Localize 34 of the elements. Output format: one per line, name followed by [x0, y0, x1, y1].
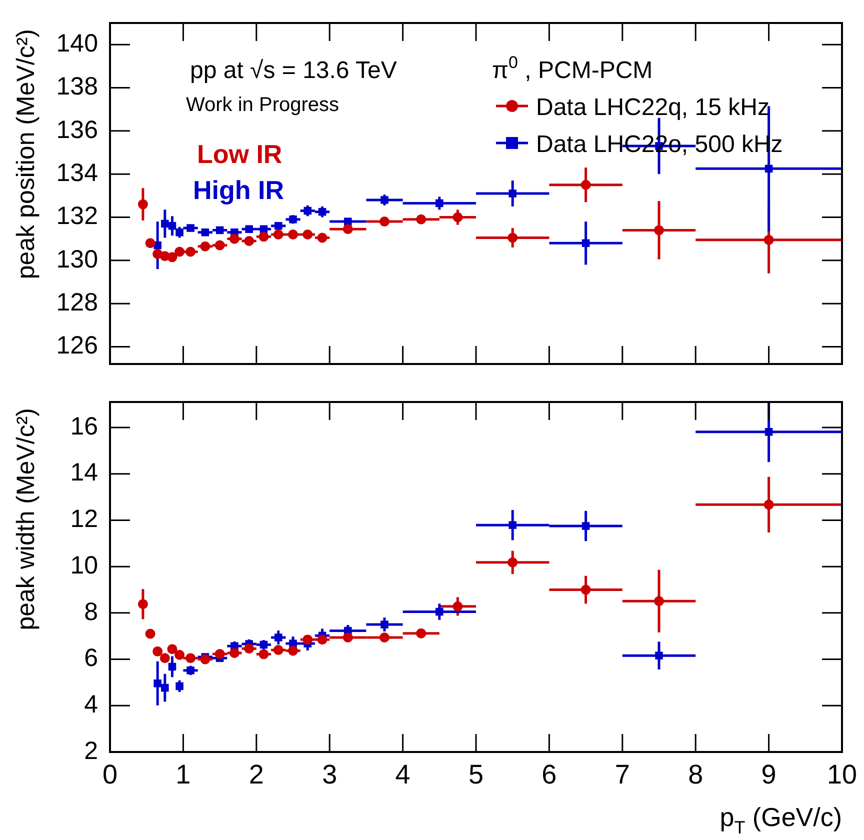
annotation: pp at √s = 13.6 TeV — [190, 57, 397, 84]
y-tick-label: 4 — [84, 690, 98, 719]
x-tick-label: 2 — [248, 760, 264, 790]
y-tick-label: 130 — [56, 245, 98, 274]
annotation: Work in Progress — [186, 94, 340, 116]
x-tick-label: 0 — [102, 760, 118, 790]
x-tick-label: 1 — [176, 760, 191, 790]
y-tick-label: 132 — [56, 202, 98, 230]
y-axis-title: peak width (MeV/c²) — [12, 408, 40, 630]
x-tick-label: 7 — [614, 760, 630, 790]
y-tick-label: 14 — [70, 458, 98, 487]
y-tick-label: 126 — [56, 332, 98, 360]
y-tick-label: 10 — [70, 551, 98, 580]
y-tick-label: 128 — [56, 288, 98, 316]
y-tick-label: 8 — [84, 598, 98, 626]
y-tick-label: 134 — [56, 158, 98, 187]
x-tick-label: 9 — [761, 760, 776, 790]
x-tick-label: 4 — [395, 760, 410, 790]
y-tick-label: 136 — [56, 116, 98, 144]
y-tick-label: 140 — [56, 29, 98, 58]
y-tick-label: 138 — [56, 72, 98, 101]
legend-label: Data LHC22q, 15 kHz — [536, 94, 770, 121]
y-tick-label: 6 — [84, 644, 98, 672]
y-tick-label: 2 — [84, 736, 98, 765]
x-tick-label: 5 — [468, 760, 484, 790]
x-tick-label: 3 — [322, 760, 338, 790]
y-tick-label: 16 — [70, 412, 98, 440]
x-tick-label: 10 — [826, 760, 858, 790]
annotation: Low IR — [197, 139, 282, 169]
annotation: High IR — [193, 175, 284, 205]
y-tick-label: 12 — [70, 505, 98, 534]
y-axis-title: peak position (MeV/c²) — [12, 28, 40, 280]
x-tick-label: 6 — [542, 760, 557, 790]
x-tick-label: 8 — [688, 760, 704, 790]
